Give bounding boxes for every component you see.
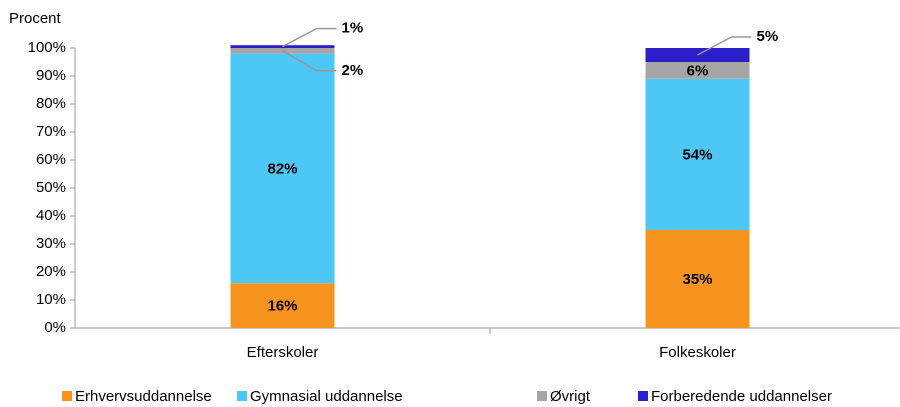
bar-segment <box>645 230 750 328</box>
y-tick-label: 100% <box>28 39 66 56</box>
value-label: 5% <box>757 28 779 45</box>
legend-swatch <box>62 391 72 401</box>
legend-swatch <box>638 391 648 401</box>
y-tick-label: 60% <box>36 151 66 168</box>
leader-line <box>282 50 337 72</box>
x-tick-label: Efterskoler <box>247 344 319 361</box>
legend-label: Erhvervsuddannelse <box>75 388 212 405</box>
y-tick-label: 30% <box>36 235 66 252</box>
value-label: 54% <box>682 146 712 163</box>
y-tick-label: 50% <box>36 179 66 196</box>
y-tick-label: 20% <box>36 263 66 280</box>
legend-label: Øvrigt <box>550 388 591 405</box>
value-label: 6% <box>687 62 709 79</box>
y-tick-label: 90% <box>36 67 66 84</box>
legend-label: Gymnasial uddannelse <box>250 388 403 405</box>
value-label: 1% <box>342 20 364 37</box>
leader-line <box>282 27 337 48</box>
y-axis-label: Procent <box>9 10 62 27</box>
legend-label: Forberedende uddannelser <box>651 388 832 405</box>
value-label: 82% <box>267 160 297 177</box>
bar-segment <box>230 53 335 284</box>
legend-swatch <box>237 391 247 401</box>
value-label: 2% <box>342 62 364 79</box>
y-tick-label: 70% <box>36 123 66 140</box>
legend-swatch <box>537 391 547 401</box>
y-tick-label: 0% <box>44 319 66 336</box>
leader-line <box>697 36 752 56</box>
bar-segment <box>645 78 750 230</box>
value-label: 16% <box>267 298 297 315</box>
bar-segment <box>230 283 335 328</box>
y-tick-label: 40% <box>36 207 66 224</box>
y-tick-label: 10% <box>36 291 66 308</box>
value-label: 35% <box>682 271 712 288</box>
y-tick-label: 80% <box>36 95 66 112</box>
bar-segment <box>645 62 750 79</box>
x-tick-label: Folkeskoler <box>659 344 736 361</box>
